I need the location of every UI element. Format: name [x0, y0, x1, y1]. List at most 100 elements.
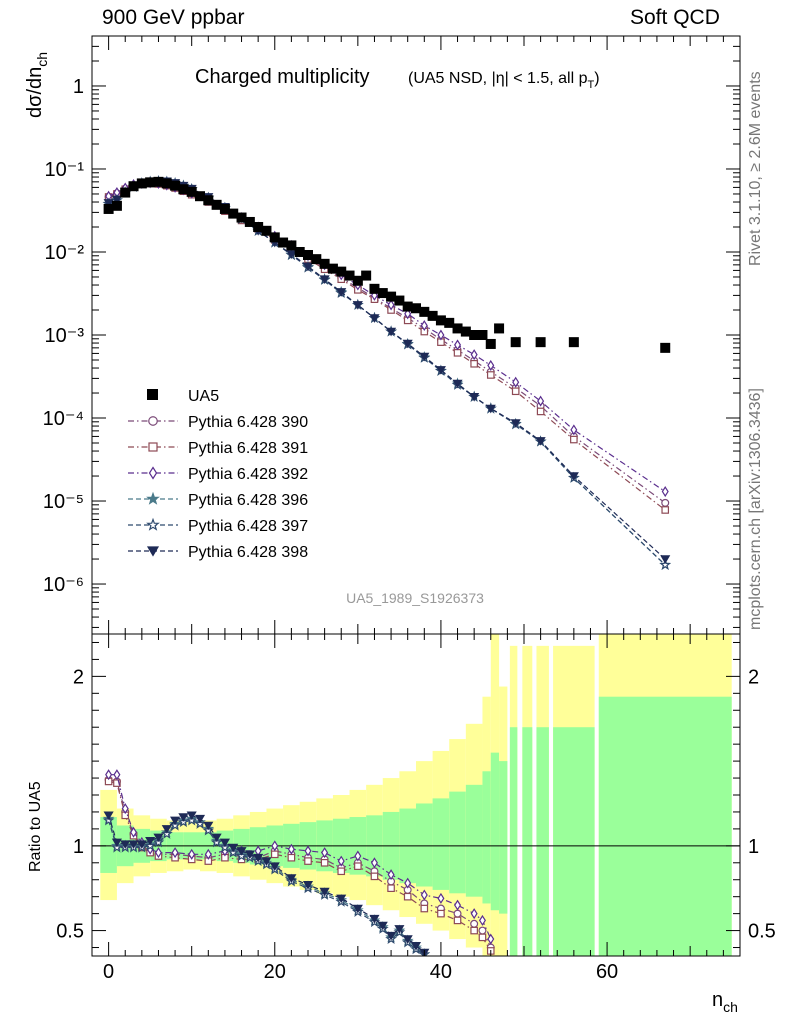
- data-point: [286, 240, 297, 251]
- series-point: [420, 320, 428, 332]
- data-point: [660, 342, 671, 353]
- ratio-point: [253, 853, 264, 863]
- inner-band-rect: [522, 727, 533, 956]
- ratio-y-tick-label: 0.5: [56, 921, 84, 943]
- series-point: [510, 419, 521, 428]
- series-point: [437, 329, 445, 341]
- data-point: [228, 208, 239, 219]
- ratio-point: [336, 894, 347, 904]
- ratio-point: [103, 811, 114, 821]
- legend-marker: [146, 517, 160, 531]
- ratio-point: [487, 933, 495, 945]
- data-point: [294, 246, 305, 257]
- series-point: [336, 288, 347, 297]
- data-point: [244, 216, 255, 227]
- legend-marker: [148, 416, 158, 426]
- series-point: [369, 314, 380, 323]
- data-point: [419, 306, 430, 317]
- data-point: [568, 337, 579, 348]
- ratio-point: [302, 881, 314, 890]
- data-point: [161, 178, 172, 189]
- y-tick-label: 10⁻⁵: [43, 491, 84, 513]
- ratio-point: [470, 926, 478, 935]
- data-point: [278, 237, 289, 248]
- inner-band-rect: [490, 752, 500, 911]
- ratio-point: [420, 904, 429, 913]
- data-point: [435, 315, 446, 326]
- series-point: [470, 359, 478, 368]
- series-point: [536, 407, 545, 416]
- y-tick-label: 10⁻²: [45, 242, 85, 264]
- ratio-point: [287, 853, 296, 862]
- inner-band-rect: [553, 727, 595, 956]
- inner-band-rect: [509, 727, 518, 956]
- ratio-point: [161, 825, 172, 834]
- x-tick-label: 60: [596, 961, 618, 983]
- series-point: [570, 435, 578, 444]
- axis-ticks: 110⁻¹10⁻²10⁻³10⁻⁴10⁻⁵10⁻⁶0.5 0.51 12 20 20 40…: [43, 35, 776, 983]
- data-point: [460, 326, 471, 337]
- x-tick-label: 40: [430, 961, 452, 983]
- ratio-point: [437, 892, 445, 904]
- data-point: [535, 337, 546, 348]
- ratio-point: [111, 838, 122, 848]
- y-axis-label-main: dσ/dnch: [24, 52, 50, 118]
- inner-band-rect: [465, 784, 483, 897]
- data-point: [103, 203, 114, 214]
- legend-marker: [148, 466, 158, 480]
- ratio-point: [287, 843, 295, 855]
- x-axis-label: nch: [712, 989, 738, 1015]
- ratio-point: [454, 899, 462, 911]
- data-point: [452, 323, 463, 334]
- data-point: [327, 263, 338, 274]
- series-point: [386, 327, 397, 337]
- series-point: [487, 359, 495, 371]
- ratio-y-tick-label-right: 1: [748, 836, 759, 858]
- legend-marker: [146, 491, 160, 505]
- inner-band-rect: [536, 727, 549, 956]
- ratio-point: [178, 813, 189, 822]
- ratio-point: [321, 847, 329, 859]
- ratio-point: [261, 857, 272, 866]
- header-left-label: 900 GeV ppbar: [102, 6, 245, 29]
- ratio-point: [337, 855, 345, 867]
- legend-label: Pythia 6.428 391: [188, 440, 308, 457]
- ratio-point: [304, 845, 312, 857]
- data-point: [319, 258, 330, 269]
- analysis-id-label: UA5_1989_S1926373: [346, 590, 484, 606]
- ratio-point: [153, 833, 164, 843]
- ratio-point: [270, 850, 279, 859]
- data-point: [311, 254, 322, 265]
- ratio-point: [319, 887, 330, 897]
- series-point: [660, 555, 671, 564]
- ratio-point: [269, 862, 280, 871]
- series-point: [537, 395, 545, 407]
- ratio-point: [128, 840, 139, 849]
- ratio-point: [186, 811, 197, 821]
- data-point: [361, 270, 372, 281]
- data-point: [303, 249, 313, 260]
- ratio-point: [402, 935, 413, 944]
- data-point: [253, 222, 264, 233]
- legend-label-data: UA5: [188, 388, 219, 405]
- ratio-point: [387, 869, 395, 881]
- ratio-point: [453, 909, 462, 918]
- series-point: [661, 486, 669, 498]
- ratio-y-tick-label: 1: [73, 836, 84, 858]
- data-point: [510, 337, 521, 348]
- legend-label: Pythia 6.428 398: [188, 544, 308, 561]
- ratio-y-tick-label-right: 2: [748, 666, 759, 688]
- series-point: [402, 339, 413, 349]
- data-point: [377, 288, 388, 299]
- ratio-point: [130, 826, 138, 838]
- ratio-point: [478, 914, 486, 926]
- series-point: [486, 371, 495, 379]
- series-point: [511, 387, 520, 396]
- ratio-point: [387, 884, 395, 893]
- ratio-point: [352, 904, 363, 914]
- series-point: [103, 199, 114, 208]
- ratio-point: [386, 931, 397, 941]
- series-point: [568, 472, 579, 481]
- data-point: [178, 184, 189, 195]
